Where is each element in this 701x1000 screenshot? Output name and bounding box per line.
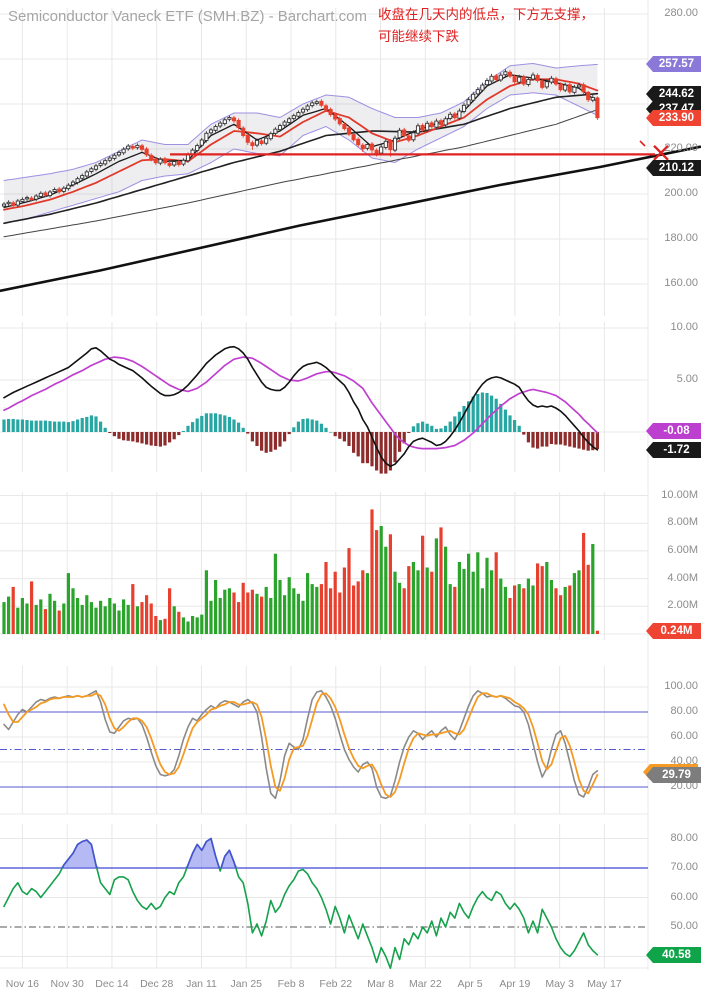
- stochastic-panel: [0, 690, 648, 800]
- price-axis-label: 200.00: [664, 187, 698, 199]
- date-axis-label: May 3: [545, 978, 574, 990]
- price-axis-label: 280.00: [664, 7, 698, 19]
- annotation-line-1: 收盘在几天内的低点，下方无支撑，: [378, 7, 594, 22]
- date-axis-label: Apr 19: [499, 978, 531, 990]
- price-badge-ma50: 244.62: [646, 86, 701, 102]
- rsi-axis-label: 50.00: [670, 920, 698, 932]
- stochastic-axis-label: 20.00: [670, 780, 698, 792]
- price-axis-label: 220.00: [664, 142, 698, 154]
- date-axis-label: Dec 14: [95, 978, 129, 990]
- date-axis-label: Nov 16: [5, 978, 40, 990]
- macd-axis-label: 10.00: [670, 321, 698, 333]
- rsi-axis-label: 70.00: [670, 861, 698, 873]
- price-axis-label: 160.00: [664, 277, 698, 289]
- date-axis-label: Dec 28: [140, 978, 174, 990]
- stochastic-axis-label: 80.00: [670, 705, 698, 717]
- gridlines: [0, 0, 649, 970]
- volume-panel: [2, 509, 599, 635]
- rsi-axis-label: 60.00: [670, 890, 698, 903]
- chart-title: Semiconductor Vaneck ETF (SMH.BZ) - Barc…: [8, 8, 367, 25]
- stoch-badge-last: 29.79: [646, 767, 701, 783]
- volume-badge-last: 0.24M: [646, 623, 701, 639]
- rsi-axis-label: 80.00: [670, 831, 698, 844]
- volume-axis-label: 10.00M: [661, 488, 698, 501]
- volume-axis-label: 8.00M: [667, 516, 698, 529]
- date-axis-label: Jan 11: [186, 978, 217, 990]
- date-axis-label: Apr 5: [457, 978, 483, 990]
- macd-badge-signal: -0.08: [646, 423, 701, 439]
- candlesticks: [1, 69, 600, 209]
- date-axis-label: Feb 22: [319, 978, 353, 990]
- rsi-badge-last: 40.58: [646, 947, 701, 963]
- price-axis-label: 180.00: [664, 232, 698, 244]
- stochastic-axis-label: 40.00: [670, 755, 698, 767]
- price-badge-ma200: 210.12: [646, 160, 701, 176]
- date-axis-label: May 17: [587, 978, 622, 990]
- macd-axis-label: 5.00: [676, 373, 698, 385]
- date-axis-label: Mar 8: [367, 978, 394, 990]
- price-badge-upper-band: 257.57: [646, 56, 701, 72]
- volume-axis-label: 4.00M: [667, 571, 698, 584]
- stochastic-axis-label: 100.00: [664, 680, 698, 692]
- rsi-panel: [0, 837, 648, 970]
- price-badge-last: 233.90: [646, 110, 701, 126]
- annotation-line-2: 可能继续下跌: [378, 29, 459, 44]
- date-axis-label: Feb 8: [277, 978, 305, 990]
- macd-badge-macd: -1.72: [646, 442, 701, 458]
- price-panel: [0, 63, 701, 293]
- date-axis-label: Nov 30: [50, 978, 84, 990]
- stochastic-axis-label: 60.00: [670, 730, 698, 742]
- volume-axis-label: 2.00M: [667, 599, 698, 612]
- date-axis-label: Jan 25: [230, 978, 263, 990]
- volume-axis-label: 6.00M: [667, 543, 698, 556]
- support-line-annotation: [170, 140, 669, 161]
- chart-annotation: 收盘在几天内的低点，下方无支撑， 可能继续下跌: [378, 4, 594, 48]
- macd-panel: [2, 345, 599, 474]
- date-axis-label: Mar 22: [408, 978, 442, 990]
